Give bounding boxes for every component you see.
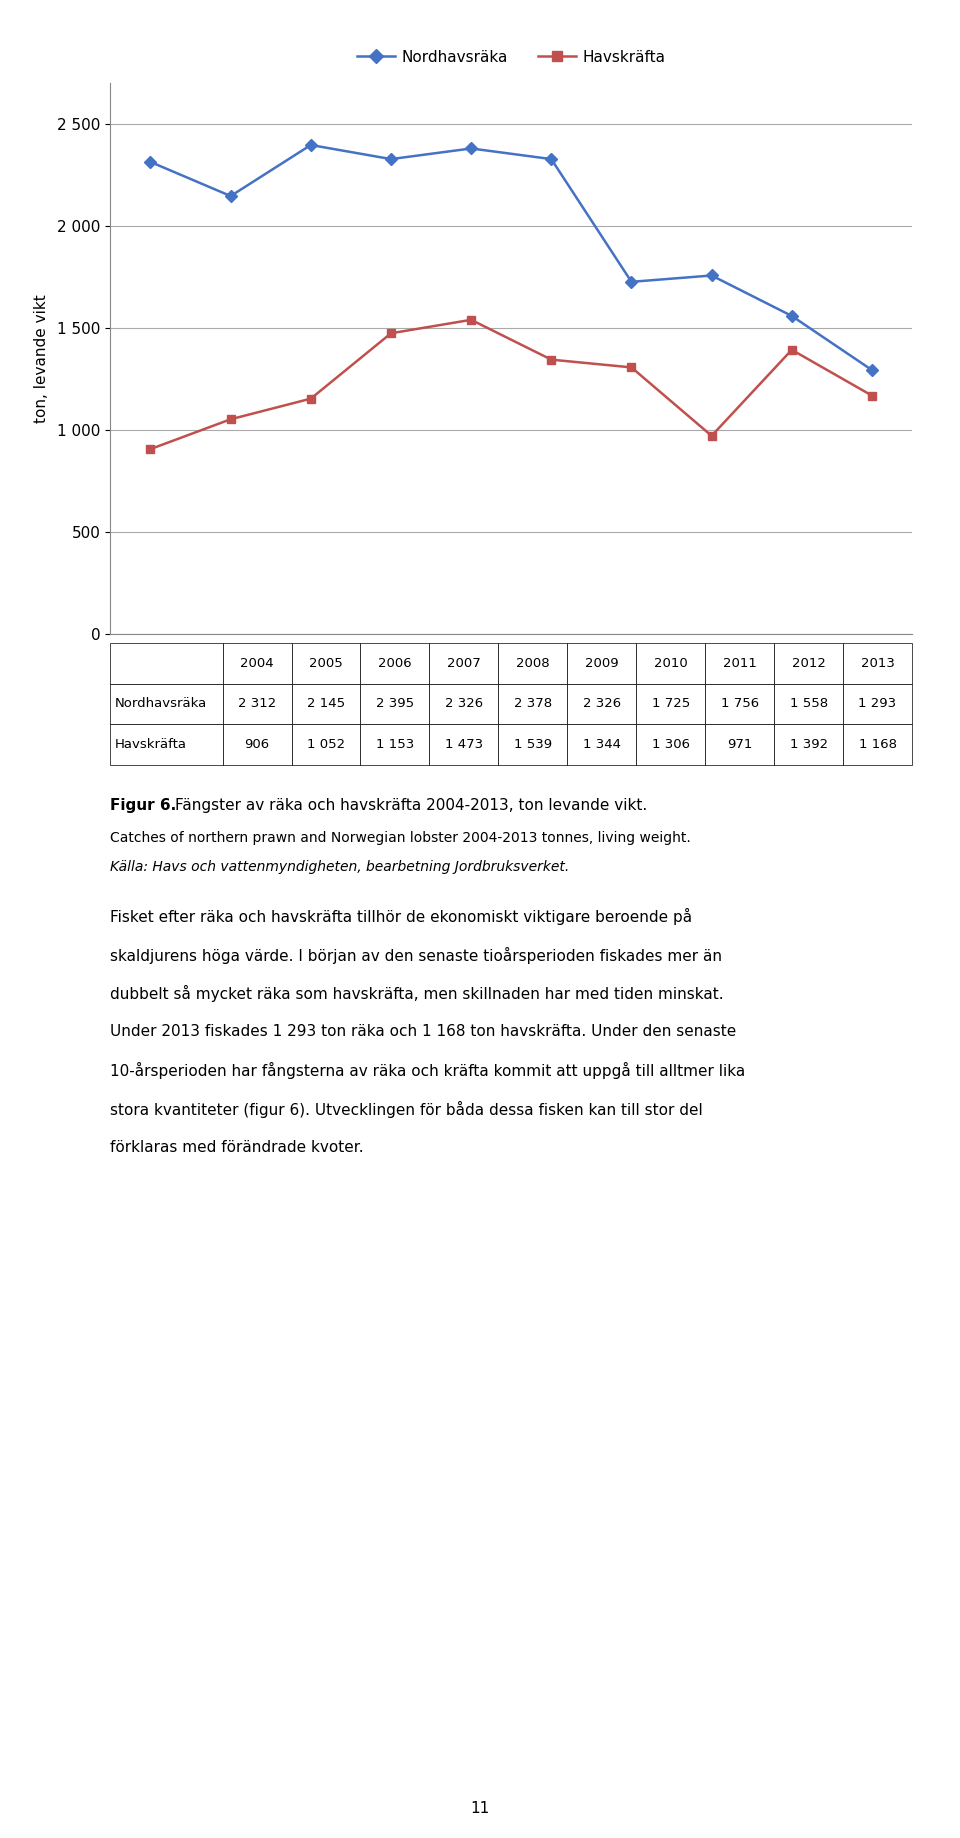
Bar: [361, 724, 429, 765]
Text: 2013: 2013: [860, 656, 895, 671]
Bar: [706, 643, 774, 684]
Text: 971: 971: [727, 737, 753, 752]
Bar: [429, 724, 498, 765]
Text: 2 312: 2 312: [238, 697, 276, 711]
Text: 2009: 2009: [585, 656, 618, 671]
Text: 1 344: 1 344: [583, 737, 621, 752]
Text: 2 326: 2 326: [444, 697, 483, 711]
Bar: [110, 684, 223, 724]
Text: skaldjurens höga värde. I början av den senaste tioårsperioden fiskades mer än: skaldjurens höga värde. I början av den …: [110, 947, 722, 963]
Bar: [774, 684, 843, 724]
Bar: [429, 684, 498, 724]
Text: 2010: 2010: [654, 656, 687, 671]
Bar: [292, 643, 361, 684]
Bar: [498, 684, 567, 724]
Text: 2007: 2007: [447, 656, 481, 671]
Text: 2008: 2008: [516, 656, 550, 671]
Bar: [706, 724, 774, 765]
Bar: [498, 643, 567, 684]
Text: 2004: 2004: [240, 656, 274, 671]
Text: 1 725: 1 725: [652, 697, 690, 711]
Text: 2 145: 2 145: [307, 697, 345, 711]
Bar: [706, 684, 774, 724]
Text: Catches of northern prawn and Norwegian lobster 2004-2013 tonnes, living weight.: Catches of northern prawn and Norwegian …: [110, 831, 691, 845]
Bar: [292, 724, 361, 765]
Text: 1 756: 1 756: [721, 697, 758, 711]
Bar: [774, 643, 843, 684]
Text: 10-årsperioden har fångsterna av räka och kräfta kommit att uppgå till alltmer l: 10-årsperioden har fångsterna av räka oc…: [110, 1062, 746, 1079]
Text: Fängster av räka och havskräfta 2004-2013, ton levande vikt.: Fängster av räka och havskräfta 2004-201…: [175, 798, 647, 812]
Legend: Nordhavsräka, Havskräfta: Nordhavsräka, Havskräfta: [350, 44, 672, 70]
Text: 1 392: 1 392: [789, 737, 828, 752]
Bar: [843, 643, 912, 684]
Bar: [223, 684, 292, 724]
Text: 2 378: 2 378: [514, 697, 552, 711]
Text: 2 326: 2 326: [583, 697, 621, 711]
Bar: [636, 643, 706, 684]
Text: stora kvantiteter (figur 6). Utvecklingen för båda dessa fisken kan till stor de: stora kvantiteter (figur 6). Utvecklinge…: [110, 1101, 703, 1118]
Text: dubbelt så mycket räka som havskräfta, men skillnaden har med tiden minskat.: dubbelt så mycket räka som havskräfta, m…: [110, 985, 724, 1002]
Text: 2012: 2012: [792, 656, 826, 671]
Text: Källa: Havs och vattenmyndigheten, bearbetning Jordbruksverket.: Källa: Havs och vattenmyndigheten, bearb…: [110, 860, 569, 875]
Text: 11: 11: [470, 1801, 490, 1816]
Bar: [223, 643, 292, 684]
Bar: [361, 643, 429, 684]
Text: 2011: 2011: [723, 656, 756, 671]
Text: förklaras med förändrade kvoter.: förklaras med förändrade kvoter.: [110, 1140, 364, 1154]
Text: 1 539: 1 539: [514, 737, 552, 752]
Text: 2 395: 2 395: [376, 697, 414, 711]
Text: 1 473: 1 473: [444, 737, 483, 752]
Bar: [843, 684, 912, 724]
Bar: [292, 684, 361, 724]
Text: 1 558: 1 558: [789, 697, 828, 711]
Bar: [636, 724, 706, 765]
Text: Havskräfta: Havskräfta: [114, 737, 186, 752]
Text: 1 306: 1 306: [652, 737, 689, 752]
Bar: [567, 724, 636, 765]
Bar: [774, 724, 843, 765]
Text: Under 2013 fiskades 1 293 ton räka och 1 168 ton havskräfta. Under den senaste: Under 2013 fiskades 1 293 ton räka och 1…: [110, 1024, 736, 1038]
Y-axis label: ton, levande vikt: ton, levande vikt: [34, 294, 49, 423]
Text: Figur 6.: Figur 6.: [110, 798, 177, 812]
Text: Fisket efter räka och havskräfta tillhör de ekonomiskt viktigare beroende på: Fisket efter räka och havskräfta tillhör…: [110, 908, 692, 925]
Text: Nordhavsräka: Nordhavsräka: [114, 697, 206, 711]
Bar: [567, 684, 636, 724]
Text: 1 052: 1 052: [307, 737, 345, 752]
Text: 2006: 2006: [378, 656, 412, 671]
Text: 2005: 2005: [309, 656, 343, 671]
Bar: [636, 684, 706, 724]
Text: 1 293: 1 293: [858, 697, 897, 711]
Text: 906: 906: [245, 737, 270, 752]
Bar: [843, 724, 912, 765]
Bar: [498, 724, 567, 765]
Text: 1 153: 1 153: [376, 737, 414, 752]
Bar: [110, 643, 223, 684]
Bar: [223, 724, 292, 765]
Bar: [429, 643, 498, 684]
Bar: [361, 684, 429, 724]
Bar: [567, 643, 636, 684]
Text: 1 168: 1 168: [858, 737, 897, 752]
Bar: [110, 724, 223, 765]
